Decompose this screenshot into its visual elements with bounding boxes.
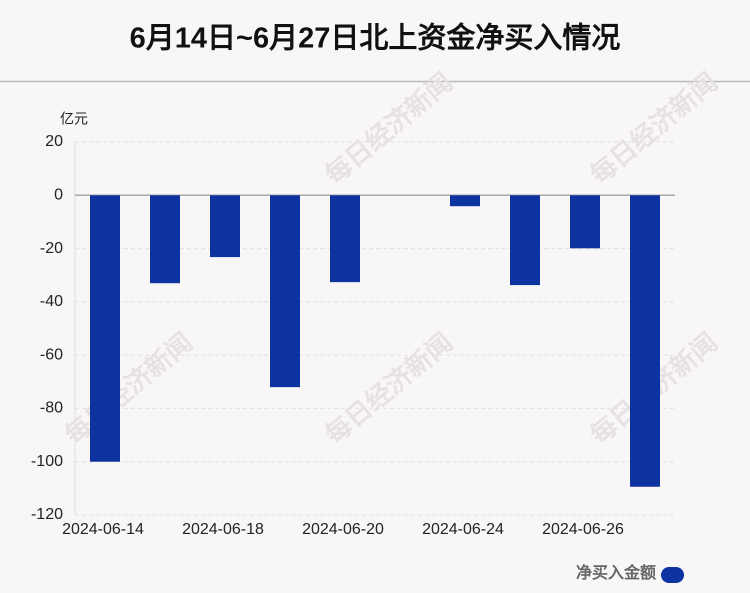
bar xyxy=(510,195,540,286)
y-tick-label: -20 xyxy=(40,240,63,257)
y-tick-label: 0 xyxy=(54,187,63,204)
x-tick-label: 2024-06-14 xyxy=(62,521,144,538)
watermark: 每日经济新闻 xyxy=(319,67,458,190)
watermark: 每日经济新闻 xyxy=(319,327,458,450)
bar xyxy=(570,195,600,249)
y-tick-label: -120 xyxy=(31,506,63,523)
bar xyxy=(90,195,120,462)
bar xyxy=(150,195,180,284)
y-tick-label: 20 xyxy=(45,133,63,150)
x-tick-label: 2024-06-18 xyxy=(182,521,264,538)
y-tick-label: -100 xyxy=(31,453,63,470)
watermark: 每日经济新闻 xyxy=(584,67,723,190)
y-tick-label: -80 xyxy=(40,400,63,417)
watermark: 每日经济新闻 xyxy=(59,327,198,450)
bar xyxy=(210,195,240,258)
y-tick-label: -60 xyxy=(40,346,63,363)
bar xyxy=(330,195,360,283)
x-tick-label: 2024-06-24 xyxy=(422,521,504,538)
bar xyxy=(450,195,480,207)
y-tick-label: -40 xyxy=(40,293,63,310)
bar xyxy=(270,195,300,388)
legend-label: 净买入金额 xyxy=(576,563,656,582)
chart-title: 6月14日~6月27日北上资金净买入情况 xyxy=(130,21,621,55)
bar xyxy=(630,195,660,487)
x-tick-label: 2024-06-20 xyxy=(302,521,384,538)
y-unit: 亿元 xyxy=(60,111,88,127)
legend-swatch xyxy=(661,567,684,583)
x-tick-label: 2024-06-26 xyxy=(542,521,624,538)
